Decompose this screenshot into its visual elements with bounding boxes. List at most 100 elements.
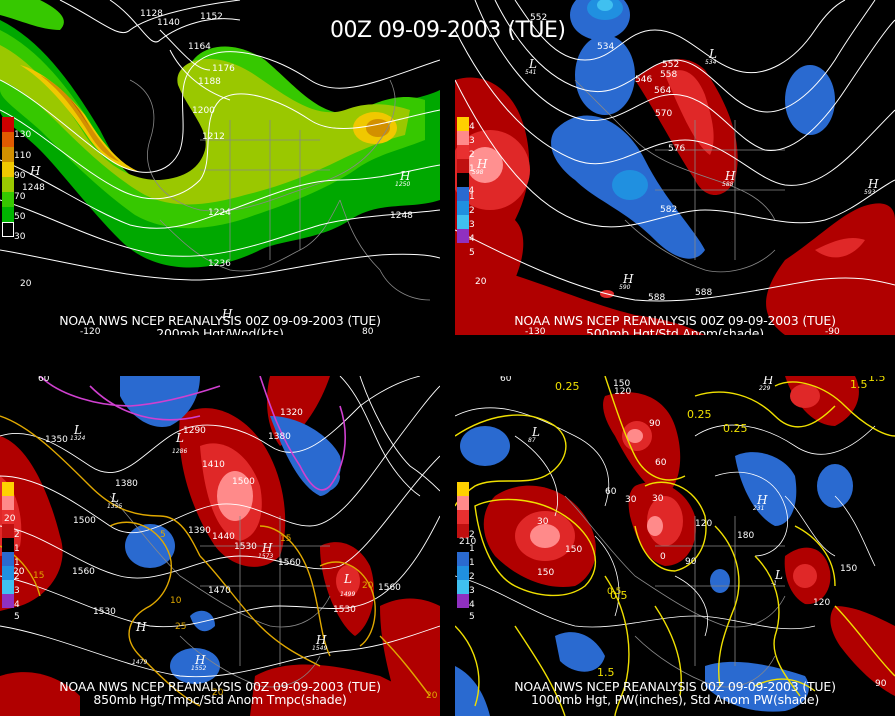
legend-label: 210 [459,537,477,547]
temp-label: 15 [33,571,44,581]
pressure-centers: H 1573 H 1552 H 1549 H 1479 L 1324 L 135… [70,423,355,672]
axis-labels: 20 -120 80 [20,279,374,335]
contour-label: 60 [655,458,667,468]
low-center: L [528,57,537,71]
low-value: 1355 [107,503,122,510]
lon-label: 90 [875,679,887,689]
legend-swatch [2,552,14,566]
high-value: 598 [472,169,484,176]
contour-label: 1152 [200,12,223,22]
high-center: H [399,169,411,183]
low-value: 87 [528,437,536,444]
legend-label: 2 [469,530,475,540]
panel-1000mb: 0.25 150 120 0.25 0.25 1.5 0.5 1.5 60 30… [455,376,895,716]
legend-swatch [457,187,469,201]
color-legend [2,117,14,237]
legend-swatch [2,147,14,162]
pw-label: 0.25 [723,422,748,435]
contour-label: 1530 [234,542,257,552]
legend-label: 1 [469,164,475,174]
lon-label: -90 [825,327,840,335]
contour-labels: 1128 1140 1152 1164 1176 1188 1200 1212 … [22,9,413,269]
legend-swatch [457,594,469,608]
legend-swatch [2,538,14,552]
legend-swatch [2,524,14,538]
lat-label: 60 [38,376,50,384]
legend-swatch [2,162,14,177]
contour-label: 1224 [208,208,231,218]
contour-label: 588 [695,288,712,298]
legend-label: 4 [469,600,475,610]
contour-label: 1188 [198,77,221,87]
anomaly-shading [0,376,440,716]
low-center: L [774,568,783,582]
contour-label: 90 [649,419,661,429]
temp-label: 15 [280,534,291,544]
contour-label: 1380 [115,479,138,489]
legend-swatch [2,510,14,524]
panel-title: NOAA NWS NCEP REANALYSIS 00Z 09-09-2003 … [0,314,440,335]
legend-label: 4 [469,234,475,244]
low-center: L [708,47,717,61]
contour-label: 1560 [378,583,401,593]
high-center: H [29,164,41,178]
panel-200mb: 1128 1140 1152 1164 1176 1188 1200 1212 … [0,0,440,335]
legend-swatch [2,207,14,222]
wind-speed-shading [0,0,440,268]
low-value: 1324 [70,435,85,442]
legend-swatch [457,538,469,552]
high-value: 1479 [132,659,147,666]
contour-label: 1140 [157,18,180,28]
legend-label: 5 [14,612,20,622]
pw-label: 0.5 [610,589,628,602]
contour-label: 1560 [278,558,301,568]
high-value: 1552 [191,665,206,672]
legend-label: 90 [14,171,26,181]
contour-label: 60 [605,487,617,497]
legend-swatch [457,173,469,187]
map-outlines [109,495,331,688]
contour-label: 120 [813,598,830,608]
temp-label: 5 [160,530,166,540]
contour-label: 1164 [188,42,211,52]
legend-label: 4 [469,122,475,132]
high-center: H [221,307,233,321]
contour-label: 534 [597,42,614,52]
map-850mb: 1350 1380 1500 1560 1530 1410 1500 1440 … [0,376,440,716]
pressure-centers: H H 1250 H [29,164,411,321]
temp-label: 25 [175,622,186,632]
pw-label: 0.25 [687,408,712,421]
main-date-title: 00Z 09-09-2003 (TUE) [330,18,566,43]
pw-label: 0.5 [607,587,621,597]
contour-label: 576 [668,144,685,154]
contour-label: 1440 [212,532,235,542]
pw-label: 1.5 [850,378,868,391]
legend-label: 20 [4,514,16,524]
contour-label: 90 [685,557,697,567]
legend-swatch [2,192,14,207]
contour-label: 1530 [93,607,116,617]
legend-swatch [457,215,469,229]
contour-label: 1500 [73,516,96,526]
color-legend [457,482,469,608]
low-value: 541 [525,69,536,76]
temp-label: 10 [170,596,182,606]
contour-label: 1290 [183,426,206,436]
legend-swatch [457,201,469,215]
high-value: 231 [753,505,764,512]
contour-label: 150 [840,564,857,574]
panel-500mb: 552 534 546 552 558 564 570 576 582 588 … [455,0,895,335]
panel-title-line2: 200mb Hgt/Wnd(kts) [156,326,284,335]
high-center: H [867,177,879,191]
legend-label: 1 [14,544,20,554]
high-center: H [762,376,774,387]
panel-title: NOAA NWS NCEP REANALYSIS 00Z 09-09-2003 … [0,680,440,706]
lat-label: 20 [475,277,487,287]
height-contours [455,407,876,637]
contour-label: 180 [737,531,754,541]
temp-label: 20 [362,581,374,591]
legend-swatch [2,482,14,496]
contour-label: 1380 [268,432,291,442]
color-legend [2,482,14,608]
legend-swatch [457,580,469,594]
